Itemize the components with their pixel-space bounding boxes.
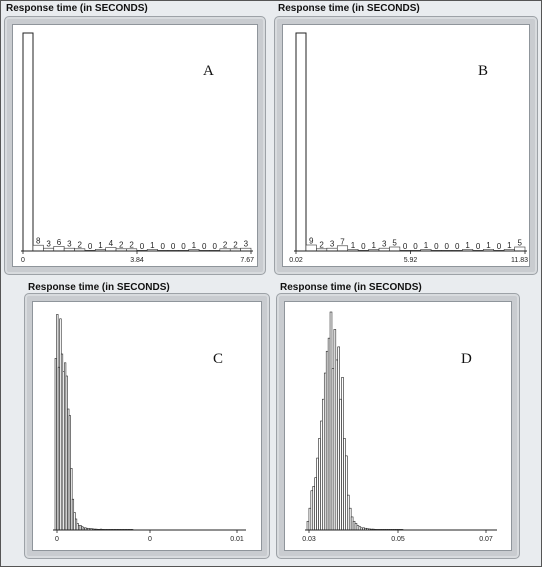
panel-c-box: 0 0 0.01 C <box>24 293 270 559</box>
count-label: 0 <box>161 242 166 251</box>
count-label: 0 <box>497 242 502 251</box>
count-label: 0 <box>140 242 145 251</box>
panel-a-chart: 8 3 6 3 2 0 1 4 2 2 0 1 0 0 0 1 0 0 2 2 30 3.84 7.67A <box>21 32 254 264</box>
count-label: 1 <box>486 241 491 250</box>
panel-letter: A <box>203 63 214 79</box>
x-tick-label: 0.02 <box>289 257 303 264</box>
count-label: 0 <box>445 242 450 251</box>
panel-d: Response time (in SECONDS) 0.03 0.05 0.07 D <box>276 281 522 561</box>
panel-b-box: 9 2 3 7 1 0 1 3 5 0 0 1 0 0 0 1 0 1 0 1 5 0.02 5.92 11.83 B <box>274 16 538 275</box>
bar-bin <box>514 246 526 252</box>
count-label: 2 <box>77 240 82 249</box>
count-label: 0 <box>171 242 176 251</box>
count-label: 1 <box>372 241 377 250</box>
panel-a-box: 8 3 6 3 2 0 1 4 2 2 0 1 0 0 0 1 0 0 2 2 3 0 3.84 7.67 A <box>4 16 266 275</box>
panel-c: Response time (in SECONDS) 0 0 0.01 C <box>24 281 272 561</box>
panel-letter: D <box>461 351 472 367</box>
count-label: 0 <box>181 242 186 251</box>
x-tick-label: 0 <box>21 257 25 264</box>
count-label: 3 <box>67 240 72 249</box>
count-label: 0 <box>413 242 418 251</box>
count-label: 3 <box>330 240 335 249</box>
x-tick-label: 0 <box>148 536 152 543</box>
bar-bin <box>389 246 401 252</box>
bar-bin <box>305 244 317 252</box>
x-tick-label: 0.03 <box>302 536 316 543</box>
panel-b-title: Response time (in SECONDS) <box>278 3 420 14</box>
count-label: 1 <box>150 241 155 250</box>
count-label: 0 <box>434 242 439 251</box>
count-label: 2 <box>233 240 238 249</box>
count-label: 3 <box>382 240 387 249</box>
count-label: 6 <box>57 238 62 247</box>
count-label: 1 <box>351 241 356 250</box>
count-label: 1 <box>424 241 429 250</box>
x-tick-label: 5.92 <box>404 257 418 264</box>
count-label: 5 <box>518 239 523 248</box>
count-label: 2 <box>319 240 324 249</box>
count-label: 3 <box>244 240 249 249</box>
panel-b-plot-area: 9 2 3 7 1 0 1 3 5 0 0 1 0 0 0 1 0 1 0 1 5 0.02 5.92 11.83 B <box>282 24 530 267</box>
count-label: 1 <box>192 241 197 250</box>
panel-letter: B <box>478 63 488 79</box>
count-label: 4 <box>109 239 114 248</box>
x-tick-label: 0.05 <box>391 536 405 543</box>
bar-bin <box>336 245 349 252</box>
count-label: 7 <box>340 237 345 246</box>
count-label: 2 <box>119 240 124 249</box>
count-label: 2 <box>129 240 134 249</box>
x-tick-label: 0 <box>55 536 59 543</box>
bar-bin <box>53 246 65 252</box>
count-label: 1 <box>465 241 470 250</box>
x-tick-label: 3.84 <box>130 257 144 264</box>
bar-first <box>295 32 307 252</box>
panel-d-plot-area: 0.03 0.05 0.07 D <box>284 301 512 551</box>
panel-a-plot-area: 8 3 6 3 2 0 1 4 2 2 0 1 0 0 0 1 0 0 2 2 3 0 3.84 7.67 A <box>12 24 258 267</box>
count-label: 2 <box>223 240 228 249</box>
count-label: 0 <box>455 242 460 251</box>
bar-bin <box>105 247 117 252</box>
count-label: 9 <box>309 237 314 246</box>
x-tick-label: 7.67 <box>240 257 254 264</box>
count-label: 0 <box>88 242 93 251</box>
x-tick-label: 11.83 <box>511 257 528 264</box>
count-label: 3 <box>46 240 51 249</box>
panel-letter: C <box>213 351 223 367</box>
count-label: 0 <box>212 242 217 251</box>
panel-d-title: Response time (in SECONDS) <box>280 282 422 293</box>
count-label: 0 <box>476 242 481 251</box>
count-label: 0 <box>202 242 207 251</box>
panel-b-chart: 9 2 3 7 1 0 1 3 5 0 0 1 0 0 0 1 0 1 0 1 50.02 5.92 11.83B <box>289 32 528 264</box>
count-label: 8 <box>36 237 41 246</box>
count-label: 0 <box>403 242 408 251</box>
x-tick-label: 0.07 <box>479 536 493 543</box>
count-label: 5 <box>392 239 397 248</box>
panel-c-chart: 0 0 0.01 C <box>53 314 246 543</box>
bar-bin <box>32 244 44 252</box>
panel-a-title: Response time (in SECONDS) <box>6 3 148 14</box>
count-label: 0 <box>361 242 366 251</box>
panel-c-plot-area: 0 0 0.01 C <box>32 301 262 551</box>
panel-c-title: Response time (in SECONDS) <box>28 282 170 293</box>
x-tick-label: 0.01 <box>230 536 244 543</box>
bar-first <box>22 32 34 252</box>
count-label: 1 <box>507 241 512 250</box>
panel-d-box: 0.03 0.05 0.07 D <box>276 293 520 559</box>
count-label: 1 <box>98 241 103 250</box>
panel-d-chart: 0.03 0.05 0.07 D <box>302 311 497 543</box>
